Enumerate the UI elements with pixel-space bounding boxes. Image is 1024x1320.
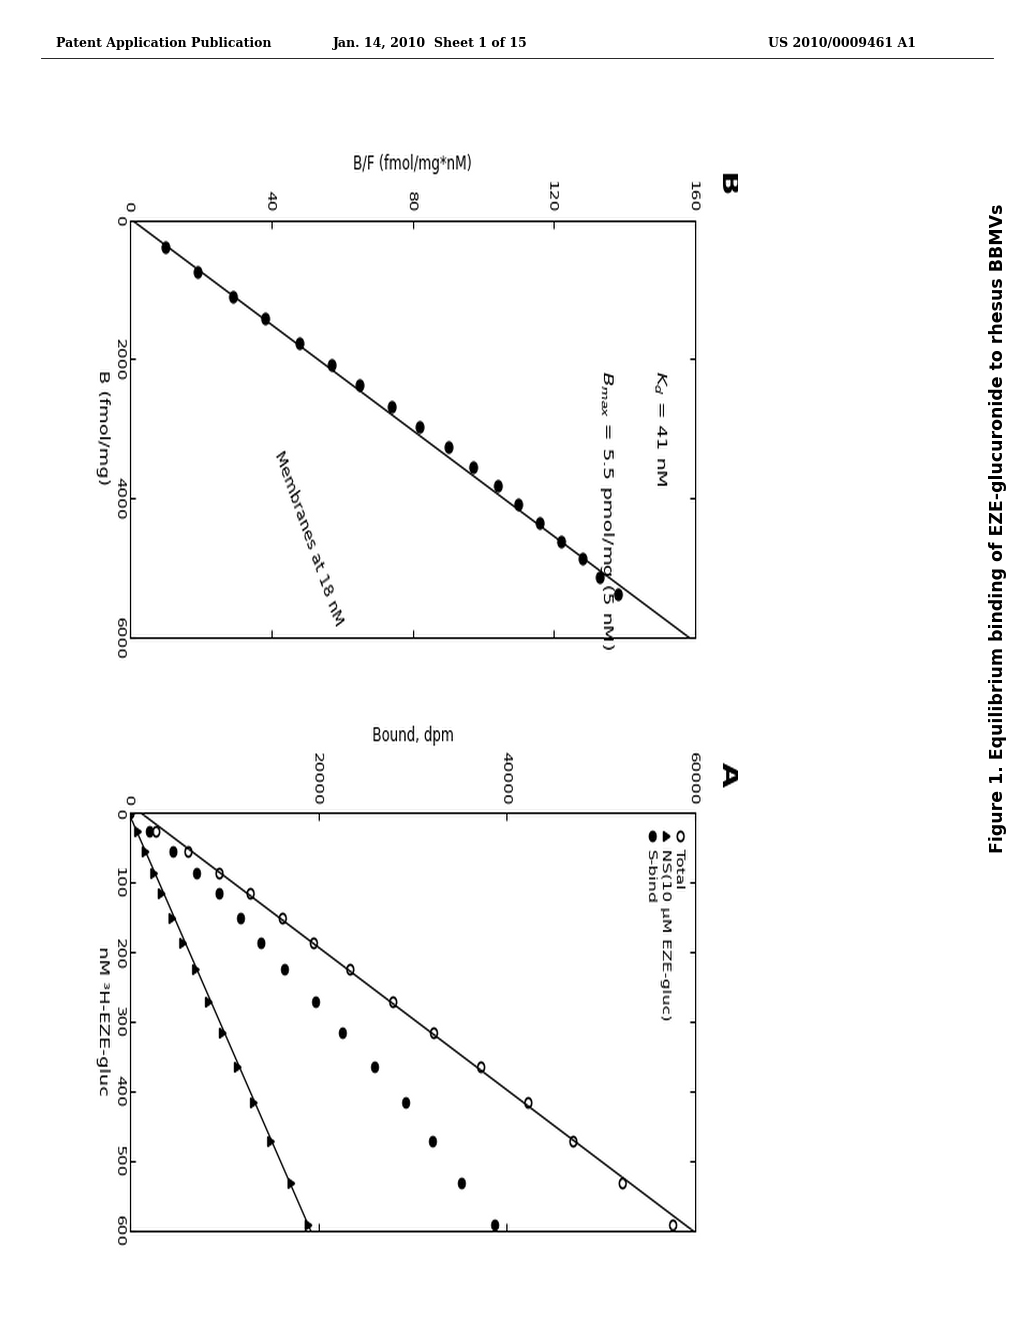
- Text: Patent Application Publication: Patent Application Publication: [56, 37, 271, 50]
- Text: Figure 1. Equilibrium binding of EZE-glucuronide to rhesus BBMVs: Figure 1. Equilibrium binding of EZE-glu…: [989, 203, 1008, 853]
- Text: Jan. 14, 2010  Sheet 1 of 15: Jan. 14, 2010 Sheet 1 of 15: [333, 37, 527, 50]
- Text: US 2010/0009461 A1: US 2010/0009461 A1: [768, 37, 916, 50]
